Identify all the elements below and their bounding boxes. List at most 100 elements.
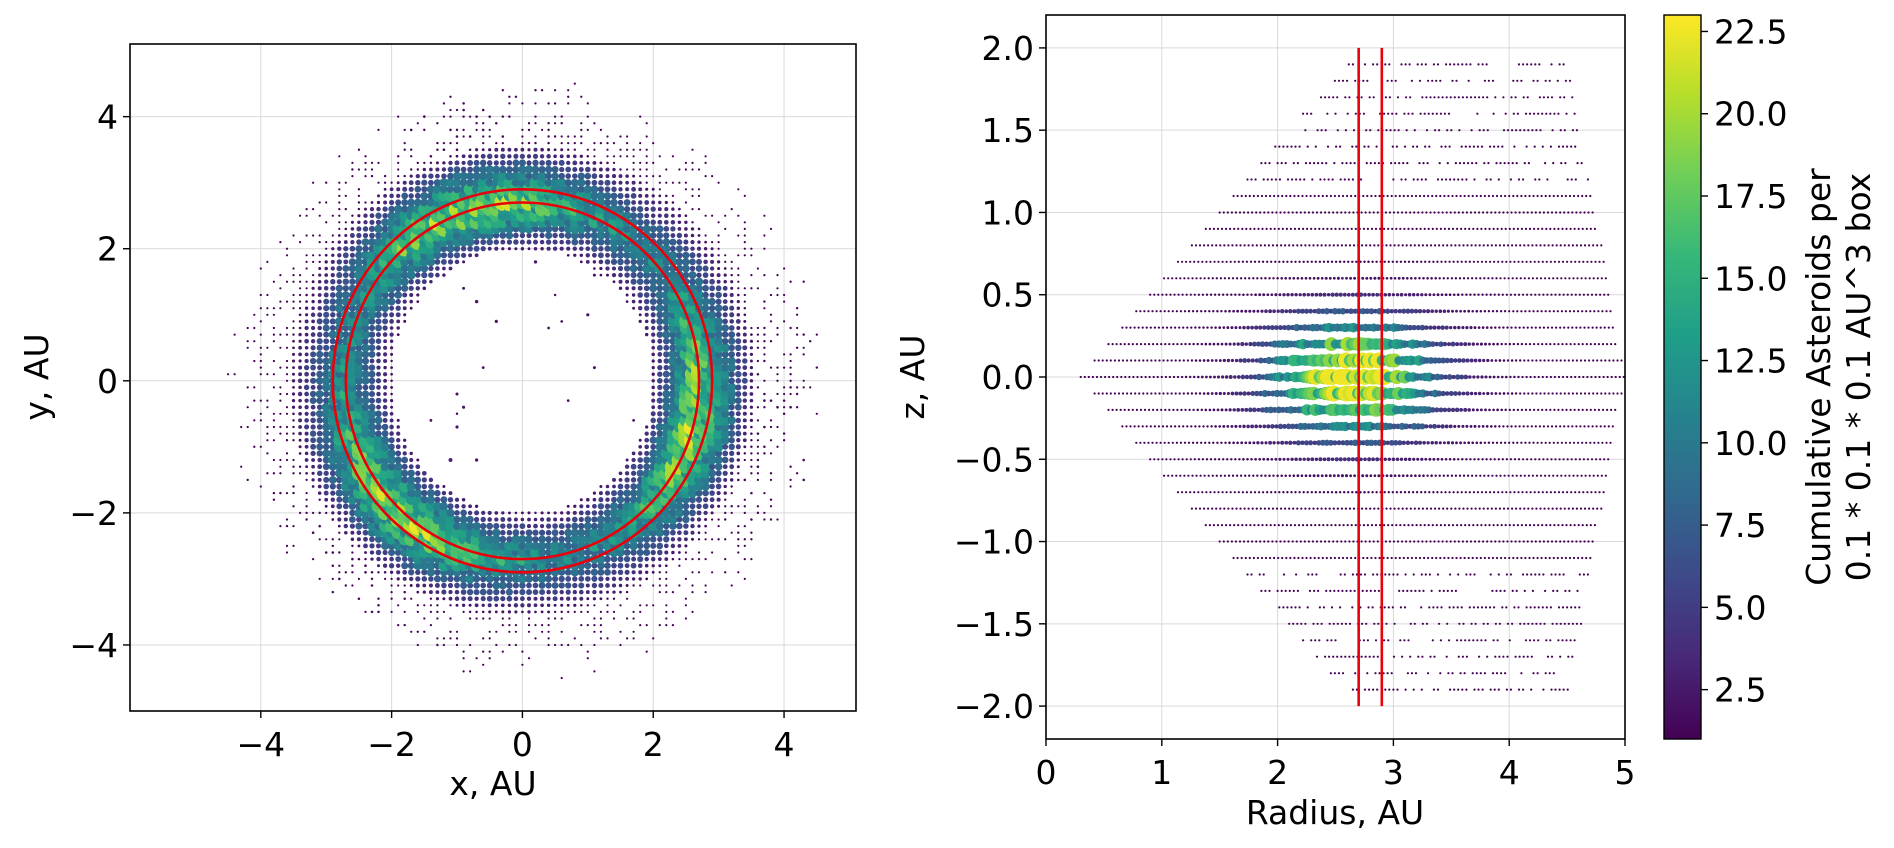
rz-point [1459, 672, 1462, 675]
rz-point [1420, 491, 1423, 494]
xy-point [743, 254, 746, 257]
xy-point [521, 650, 524, 653]
xy-x-tick-label: 0 [512, 725, 533, 764]
xy-point [272, 280, 275, 283]
xy-point [539, 160, 545, 166]
xy-point [559, 517, 564, 522]
xy-point [299, 214, 302, 217]
xy-point [342, 265, 350, 272]
rz-point [1211, 474, 1214, 477]
rz-point [1456, 639, 1459, 642]
rz-point [1441, 540, 1444, 543]
xy-point [426, 561, 436, 570]
xy-point [532, 159, 539, 167]
xy-point [330, 259, 335, 264]
xy-point [350, 220, 354, 224]
rz-point [1450, 474, 1454, 477]
rz-point [1223, 507, 1226, 510]
xy-point [552, 232, 558, 239]
rz-point [1307, 573, 1310, 576]
rz-point [1322, 490, 1326, 494]
xy-point [375, 311, 382, 319]
rz-point [1316, 440, 1322, 446]
xy-point [763, 333, 766, 336]
xy-point [285, 346, 289, 349]
xy-point [636, 258, 644, 266]
rz-point [1596, 507, 1599, 510]
rz-point [1346, 490, 1350, 494]
xy-point [730, 491, 733, 495]
xy-point [266, 399, 269, 402]
rz-point [1457, 655, 1460, 658]
xy-point [565, 589, 571, 595]
rz-point [1167, 474, 1170, 477]
xy-point [401, 476, 409, 484]
rz-point [1498, 507, 1501, 510]
xy-point [710, 511, 714, 515]
rz-point [1550, 688, 1553, 691]
xy-point [435, 173, 440, 179]
xy-point [488, 617, 491, 620]
rz-point [1548, 556, 1551, 560]
rz-point [1401, 440, 1406, 445]
xy-point [606, 155, 609, 158]
xy-point [305, 260, 308, 263]
xy-point [488, 637, 491, 640]
xy-point [322, 357, 330, 365]
xy-point [656, 284, 664, 292]
rz-point [1368, 439, 1375, 447]
xy-point [323, 344, 330, 351]
xy-point [662, 264, 671, 273]
xy-point [395, 199, 402, 206]
xy-point [396, 425, 400, 429]
xy-point [571, 516, 578, 523]
rz-point [1367, 457, 1372, 462]
rz-point [1478, 655, 1481, 658]
rz-point [1245, 491, 1249, 494]
rz-point [1275, 540, 1278, 543]
rz-point [1257, 491, 1261, 494]
xy-point [344, 207, 347, 211]
xy-point [592, 589, 597, 595]
xy-point [298, 326, 302, 330]
rz-point [1303, 540, 1306, 543]
xy-point [604, 503, 611, 510]
xy-point [511, 534, 521, 544]
xy-point [389, 398, 394, 403]
xy-point [423, 630, 426, 634]
xy-point [362, 226, 369, 232]
rz-point [1314, 639, 1317, 642]
xy-point [651, 359, 655, 363]
xy-point [402, 576, 407, 581]
xy-point [572, 166, 578, 173]
xy-point [682, 264, 690, 273]
xy-point [360, 277, 371, 287]
xy-point [606, 135, 609, 138]
rz-point [1410, 589, 1413, 593]
rz-point [1235, 474, 1239, 477]
rz-point [1411, 524, 1414, 527]
xy-point [409, 306, 413, 310]
xy-point [500, 596, 506, 602]
xy-point [397, 175, 400, 178]
xy-point [369, 232, 375, 239]
xy-point [507, 247, 511, 251]
xy-point [532, 575, 539, 583]
xy-point [722, 312, 728, 318]
xy-point [724, 571, 727, 574]
rz-point [1163, 474, 1166, 477]
xy-point [304, 458, 309, 462]
xy-point [266, 472, 269, 475]
rz-point [1501, 606, 1504, 609]
xy-point [448, 596, 453, 601]
xy-point [715, 291, 722, 299]
xy-point [582, 190, 593, 202]
xy-point [472, 172, 481, 181]
rz-point [1447, 672, 1450, 675]
xy-point [304, 418, 309, 423]
rz-point [1297, 556, 1300, 560]
xy-point [749, 412, 753, 416]
rz-point [1440, 457, 1444, 461]
rz-point [1527, 474, 1530, 477]
